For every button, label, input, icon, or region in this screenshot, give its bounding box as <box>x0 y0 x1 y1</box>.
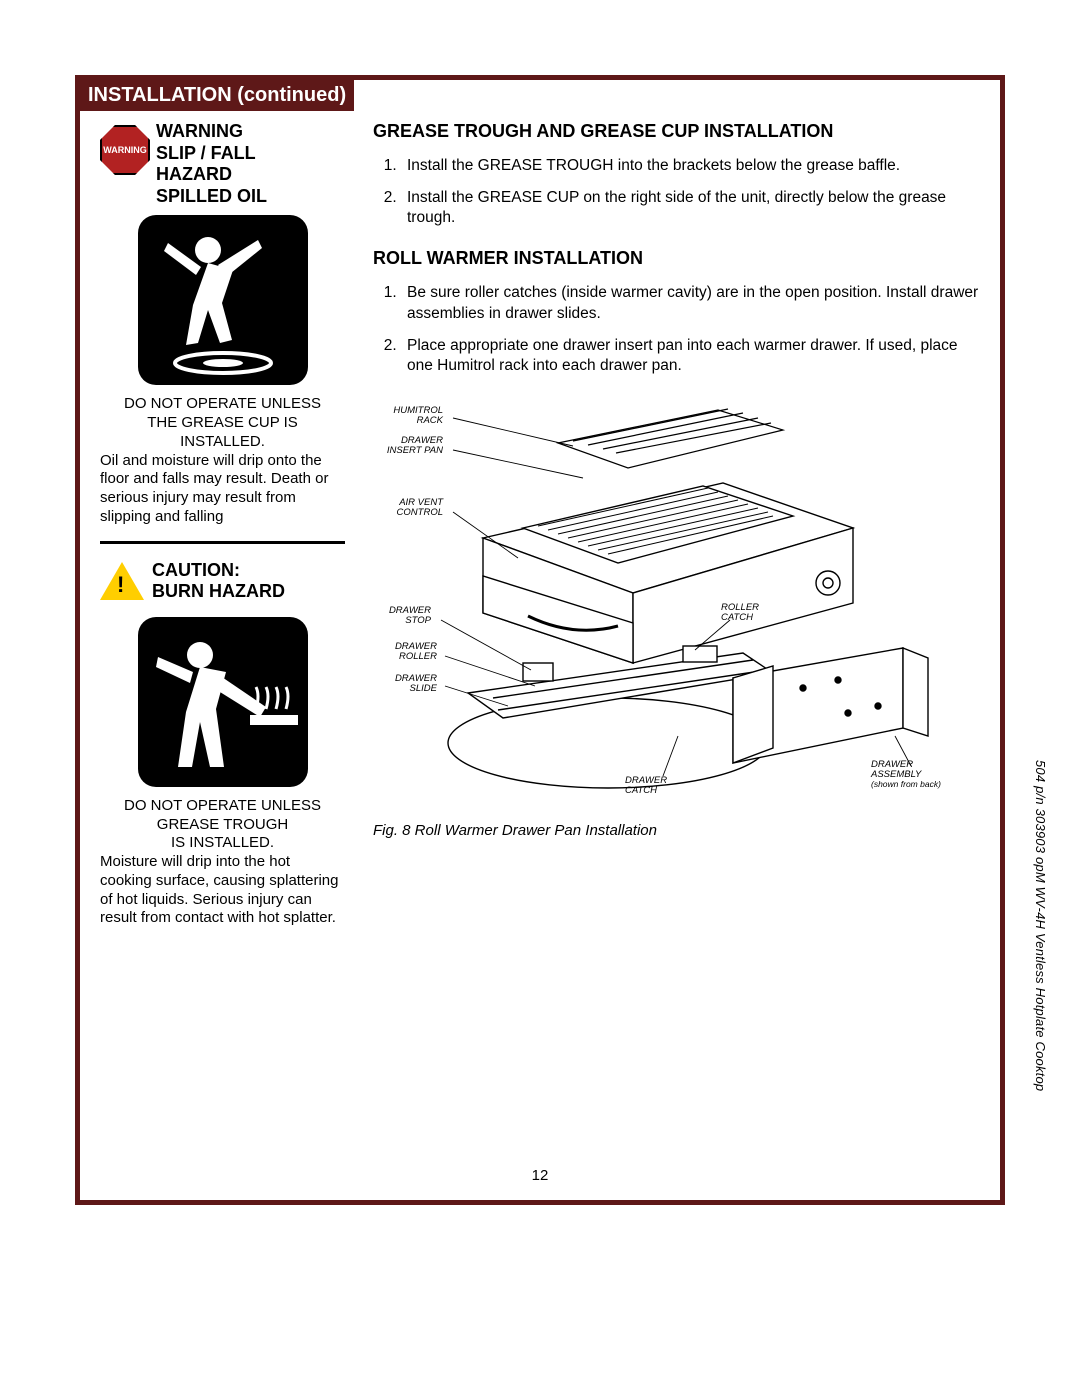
warning-octagon-text: WARNING <box>103 145 147 155</box>
fig-label-roller-catch: ROLLERCATCH <box>721 603 781 623</box>
warning-block-header: WARNING WARNING SLIP / FALL HAZARD SPILL… <box>100 121 345 207</box>
caps-line: THE GREASE CUP IS <box>100 414 345 433</box>
caution-body: Moisture will drip into the hot cooking … <box>100 853 345 928</box>
fig-label-drawer-catch: DRAWERCATCH <box>625 776 685 796</box>
caution-caps-text: DO NOT OPERATE UNLESS GREASE TROUGH IS I… <box>100 797 345 853</box>
fig-label-note: (shown from back) <box>871 779 941 789</box>
side-footer-note: 504 p/n 303903 opM WV-4H Ventless Hotpla… <box>1033 760 1048 1091</box>
section-header: INSTALLATION (continued) <box>80 80 354 111</box>
fig-label-insert-pan: DRAWERINSERT PAN <box>363 436 443 456</box>
slip-fall-icon <box>138 215 308 385</box>
caution-title-line: CAUTION: <box>152 560 285 582</box>
caps-line: INSTALLED. <box>100 433 345 452</box>
right-column: GREASE TROUGH AND GREASE CUP INSTALLATIO… <box>373 121 980 928</box>
warning-title: WARNING SLIP / FALL HAZARD SPILLED OIL <box>156 121 267 207</box>
warning-caps-text: DO NOT OPERATE UNLESS THE GREASE CUP IS … <box>100 395 345 451</box>
caps-line: IS INSTALLED. <box>100 834 345 853</box>
roll-heading: ROLL WARMER INSTALLATION <box>373 248 980 269</box>
warning-octagon-icon: WARNING <box>100 125 150 175</box>
step-item: Install the GREASE TROUGH into the brack… <box>401 156 980 176</box>
page-number: 12 <box>80 1167 1000 1184</box>
caution-title: CAUTION: BURN HAZARD <box>152 560 285 603</box>
warning-title-line: WARNING <box>156 121 267 143</box>
left-column: WARNING WARNING SLIP / FALL HAZARD SPILL… <box>100 121 345 928</box>
fig-label-humitrol: HUMITROLRACK <box>363 406 443 426</box>
slip-fall-pictogram <box>138 215 308 385</box>
roll-steps: Be sure roller catches (inside warmer ca… <box>373 283 980 376</box>
burn-hazard-icon <box>138 617 308 787</box>
step-item: Place appropriate one drawer insert pan … <box>401 336 980 376</box>
grease-heading: GREASE TROUGH AND GREASE CUP INSTALLATIO… <box>373 121 980 142</box>
fig-label-drawer-assembly: DRAWERASSEMBLY (shown from back) <box>871 760 961 790</box>
fig-label-drawer-roller: DRAWERROLLER <box>367 642 437 662</box>
burn-hazard-pictogram <box>138 617 308 787</box>
grease-steps: Install the GREASE TROUGH into the brack… <box>373 156 980 228</box>
caution-block-header: ! CAUTION: BURN HAZARD <box>100 560 345 603</box>
figure-caption: Fig. 8 Roll Warmer Drawer Pan Installati… <box>373 822 980 839</box>
caution-triangle-icon: ! <box>100 562 144 600</box>
caps-line: DO NOT OPERATE UNLESS <box>100 395 345 414</box>
warning-title-line: SLIP / FALL <box>156 143 267 165</box>
fig-label-drawer-stop: DRAWERSTOP <box>367 606 431 626</box>
fig-label-air-vent: AIR VENTCONTROL <box>363 498 443 518</box>
warning-body: Oil and moisture will drip onto the floo… <box>100 452 345 527</box>
figure-8-diagram: HUMITROLRACK DRAWERINSERT PAN AIR VENTCO… <box>373 388 933 808</box>
page-frame: INSTALLATION (continued) WARNING WARNING… <box>75 75 1005 1205</box>
warning-title-line: HAZARD <box>156 164 267 186</box>
roll-warmer-diagram-icon <box>373 388 933 808</box>
fig-label-drawer-slide: DRAWERSLIDE <box>367 674 437 694</box>
caps-line: GREASE TROUGH <box>100 816 345 835</box>
step-item: Be sure roller catches (inside warmer ca… <box>401 283 980 323</box>
warning-title-line: SPILLED OIL <box>156 186 267 208</box>
caution-title-line: BURN HAZARD <box>152 581 285 603</box>
caps-line: DO NOT OPERATE UNLESS <box>100 797 345 816</box>
content-columns: WARNING WARNING SLIP / FALL HAZARD SPILL… <box>80 111 1000 938</box>
fig-label-text: DRAWERASSEMBLY <box>871 759 921 780</box>
divider <box>100 541 345 544</box>
step-item: Install the GREASE CUP on the right side… <box>401 188 980 228</box>
